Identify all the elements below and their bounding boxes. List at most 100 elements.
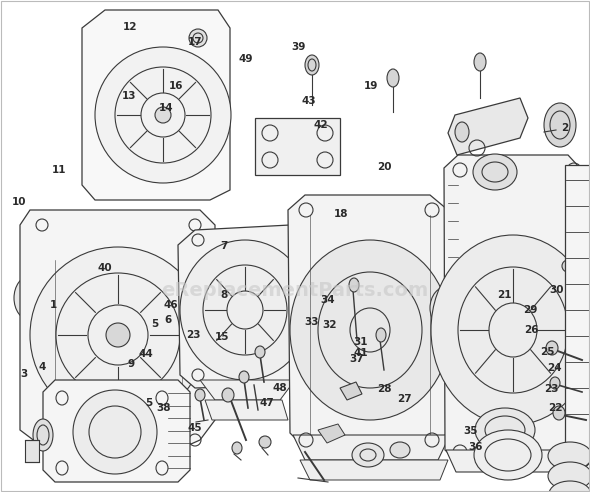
- Ellipse shape: [445, 352, 459, 368]
- Polygon shape: [178, 225, 308, 388]
- Ellipse shape: [544, 103, 576, 147]
- Text: 48: 48: [273, 383, 287, 393]
- Text: 42: 42: [314, 121, 328, 130]
- Text: 16: 16: [169, 81, 183, 91]
- Text: 20: 20: [378, 162, 392, 172]
- Ellipse shape: [352, 443, 384, 467]
- Ellipse shape: [546, 341, 558, 355]
- Ellipse shape: [473, 154, 517, 190]
- Ellipse shape: [449, 334, 459, 346]
- Ellipse shape: [180, 240, 310, 380]
- Ellipse shape: [570, 452, 590, 468]
- Text: 15: 15: [215, 332, 229, 342]
- Text: 13: 13: [122, 91, 136, 101]
- Ellipse shape: [447, 381, 459, 395]
- Ellipse shape: [450, 329, 474, 361]
- Polygon shape: [293, 435, 450, 460]
- Text: 2: 2: [562, 123, 569, 133]
- Ellipse shape: [45, 232, 59, 252]
- Text: 7: 7: [221, 241, 228, 251]
- Polygon shape: [200, 380, 295, 400]
- Polygon shape: [288, 195, 450, 448]
- Text: 10: 10: [12, 197, 27, 207]
- Text: 8: 8: [221, 290, 228, 300]
- Text: 12: 12: [123, 22, 137, 32]
- Ellipse shape: [195, 389, 205, 401]
- Ellipse shape: [548, 442, 590, 470]
- Polygon shape: [565, 165, 590, 455]
- Text: 1: 1: [50, 300, 57, 310]
- Ellipse shape: [232, 442, 242, 454]
- Ellipse shape: [30, 247, 206, 423]
- Polygon shape: [20, 210, 215, 460]
- Ellipse shape: [455, 122, 469, 142]
- Text: 23: 23: [186, 330, 200, 339]
- Text: 43: 43: [302, 96, 316, 106]
- Polygon shape: [448, 98, 528, 155]
- Text: 9: 9: [127, 359, 135, 369]
- Ellipse shape: [259, 436, 271, 448]
- Ellipse shape: [550, 377, 560, 389]
- Text: 34: 34: [320, 295, 335, 305]
- Text: 21: 21: [497, 290, 512, 300]
- Ellipse shape: [33, 419, 53, 451]
- Text: 5: 5: [151, 319, 158, 329]
- Text: 11: 11: [52, 165, 66, 175]
- Text: 31: 31: [353, 337, 368, 347]
- Ellipse shape: [549, 481, 590, 492]
- Text: 32: 32: [322, 320, 336, 330]
- Text: 38: 38: [157, 403, 171, 413]
- Text: 19: 19: [363, 81, 378, 91]
- Text: 26: 26: [524, 325, 538, 335]
- Ellipse shape: [222, 388, 234, 402]
- Polygon shape: [255, 118, 340, 175]
- Text: 25: 25: [540, 347, 555, 357]
- Text: 49: 49: [238, 54, 253, 64]
- Text: 27: 27: [397, 394, 411, 403]
- Ellipse shape: [95, 47, 231, 183]
- Ellipse shape: [562, 260, 574, 272]
- Ellipse shape: [189, 29, 207, 47]
- Ellipse shape: [106, 323, 130, 347]
- Ellipse shape: [14, 276, 46, 320]
- Polygon shape: [205, 400, 288, 420]
- Text: 3: 3: [20, 369, 27, 379]
- Ellipse shape: [349, 278, 359, 292]
- Text: 22: 22: [549, 403, 563, 413]
- Text: 14: 14: [159, 103, 173, 113]
- Text: 29: 29: [523, 305, 537, 315]
- Ellipse shape: [290, 240, 450, 420]
- Ellipse shape: [553, 406, 565, 420]
- Ellipse shape: [387, 69, 399, 87]
- Ellipse shape: [574, 430, 590, 450]
- Bar: [25, 440, 39, 462]
- Ellipse shape: [305, 55, 319, 75]
- Ellipse shape: [376, 328, 386, 342]
- Ellipse shape: [474, 53, 486, 71]
- Text: 39: 39: [291, 42, 306, 52]
- Text: 37: 37: [349, 354, 363, 364]
- Text: 33: 33: [304, 317, 319, 327]
- Text: 23: 23: [545, 384, 559, 394]
- Ellipse shape: [155, 107, 171, 123]
- Ellipse shape: [73, 390, 157, 474]
- Text: 40: 40: [98, 263, 112, 273]
- Text: 45: 45: [188, 423, 202, 433]
- Polygon shape: [340, 382, 362, 400]
- Text: 18: 18: [334, 209, 348, 219]
- Text: 5: 5: [146, 399, 153, 408]
- Ellipse shape: [390, 442, 410, 458]
- Polygon shape: [300, 460, 448, 480]
- Polygon shape: [446, 450, 582, 472]
- Ellipse shape: [239, 371, 249, 383]
- Text: 47: 47: [260, 399, 274, 408]
- Text: 30: 30: [550, 285, 564, 295]
- Polygon shape: [82, 10, 230, 200]
- Text: 46: 46: [164, 300, 178, 310]
- Text: 24: 24: [548, 363, 562, 373]
- Text: 44: 44: [139, 349, 153, 359]
- Text: 6: 6: [164, 315, 171, 325]
- Text: 17: 17: [188, 37, 202, 47]
- Text: 28: 28: [377, 384, 391, 394]
- Polygon shape: [43, 380, 190, 482]
